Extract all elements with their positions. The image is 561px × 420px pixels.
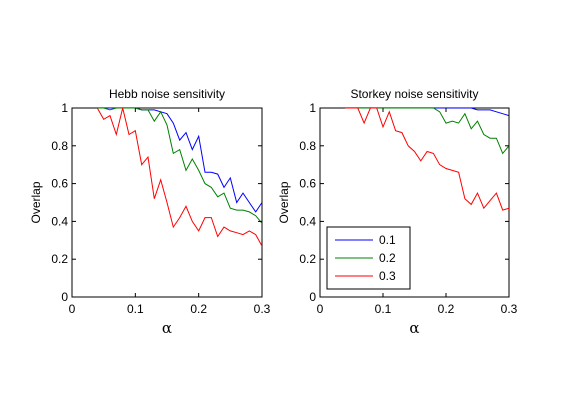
x-tick-label: 0.2 xyxy=(438,302,455,316)
x-tick-label: 0.1 xyxy=(127,302,144,316)
storkey-plot: 0 0.1 0.2 0.3 0 0.2 0.4 0.6 0.8 1 Storkey noise se… xyxy=(277,87,518,337)
x-tick-label: 0 xyxy=(69,302,76,316)
y-axis-label: Overlap xyxy=(29,181,43,223)
y-tick-label: 0 xyxy=(61,290,68,304)
legend-entry-label: 0.3 xyxy=(379,269,396,283)
x-tick-label: 0.3 xyxy=(501,302,518,316)
y-tick-label: 0.2 xyxy=(299,252,316,266)
chart-title: Storkey noise sensitivity xyxy=(350,87,478,101)
y-tick-label: 0.6 xyxy=(51,177,68,191)
y-tick-label: 1 xyxy=(309,101,316,115)
hebb-plot: 0 0.1 0.2 0.3 0 0.2 0.4 0.6 0.8 1 Hebb noise sensi… xyxy=(29,87,271,337)
x-tick-label: 0 xyxy=(317,302,324,316)
y-tick-label: 0.4 xyxy=(51,214,68,228)
y-axis-label: Overlap xyxy=(277,181,291,223)
x-axis-label: α xyxy=(162,319,172,337)
legend: 0.1 0.2 0.3 xyxy=(327,227,410,289)
x-tick-label: 0.3 xyxy=(254,302,271,316)
x-tick-label: 0.1 xyxy=(375,302,392,316)
y-tick-label: 0.8 xyxy=(299,139,316,153)
x-tick-label: 0.2 xyxy=(190,302,207,316)
chart-title: Hebb noise sensitivity xyxy=(109,87,225,101)
x-axis-label: α xyxy=(409,319,419,337)
y-tick-label: 1 xyxy=(61,101,68,115)
y-tick-label: 0 xyxy=(309,290,316,304)
y-tick-label: 0.6 xyxy=(299,177,316,191)
y-tick-label: 0.4 xyxy=(299,214,316,228)
legend-entry-label: 0.2 xyxy=(379,251,396,265)
y-tick-label: 0.8 xyxy=(51,139,68,153)
y-tick-label: 0.2 xyxy=(51,252,68,266)
legend-entry-label: 0.1 xyxy=(379,233,396,247)
